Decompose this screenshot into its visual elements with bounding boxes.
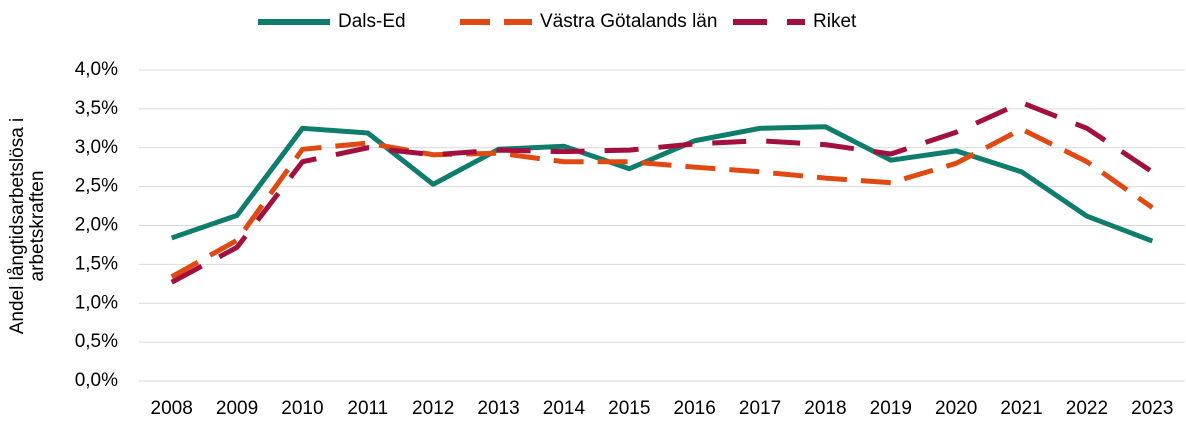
y-tick-label: 0,5% bbox=[75, 331, 118, 352]
x-tick-label: 2008 bbox=[151, 398, 193, 419]
x-tick-label: 2019 bbox=[870, 398, 912, 419]
x-tick-label: 2014 bbox=[543, 398, 586, 419]
y-tick-label: 1,0% bbox=[75, 292, 118, 313]
x-tick-label: 2010 bbox=[281, 398, 323, 419]
x-tick-label: 2013 bbox=[477, 398, 519, 419]
series-line bbox=[170, 100, 1154, 285]
x-tick-label: 2011 bbox=[347, 398, 388, 419]
x-tick-label: 2020 bbox=[935, 398, 977, 419]
y-tick-label: 4,0% bbox=[75, 59, 118, 80]
x-tick-label: 2018 bbox=[804, 398, 846, 419]
legend-label: Dals-Ed bbox=[338, 11, 406, 32]
y-tick-label: 3,0% bbox=[75, 137, 118, 158]
legend-label: Västra Götalands län bbox=[540, 11, 717, 32]
series-line bbox=[170, 124, 1154, 244]
x-tick-label: 2023 bbox=[1131, 398, 1173, 419]
legend-label: Riket bbox=[813, 11, 857, 32]
x-tick-label: 2022 bbox=[1066, 398, 1108, 419]
x-tick-label: 2016 bbox=[674, 398, 716, 419]
y-tick-label: 3,5% bbox=[75, 98, 118, 119]
x-tick-label: 2021 bbox=[1000, 398, 1042, 419]
x-tick-label: 2012 bbox=[412, 398, 454, 419]
series-line bbox=[170, 126, 1154, 279]
y-tick-label: 2,5% bbox=[75, 176, 118, 197]
x-tick-label: 2009 bbox=[216, 398, 258, 419]
x-tick-label: 2017 bbox=[739, 398, 781, 419]
y-tick-label: 1,5% bbox=[75, 253, 118, 274]
y-tick-label: 0,0% bbox=[75, 370, 118, 391]
y-tick-label: 2,0% bbox=[75, 215, 118, 236]
y-axis-label: arbetskraften bbox=[27, 171, 48, 282]
x-tick-label: 2015 bbox=[608, 398, 650, 419]
y-axis-label: Andel långtidsarbetslösa i bbox=[7, 118, 28, 335]
